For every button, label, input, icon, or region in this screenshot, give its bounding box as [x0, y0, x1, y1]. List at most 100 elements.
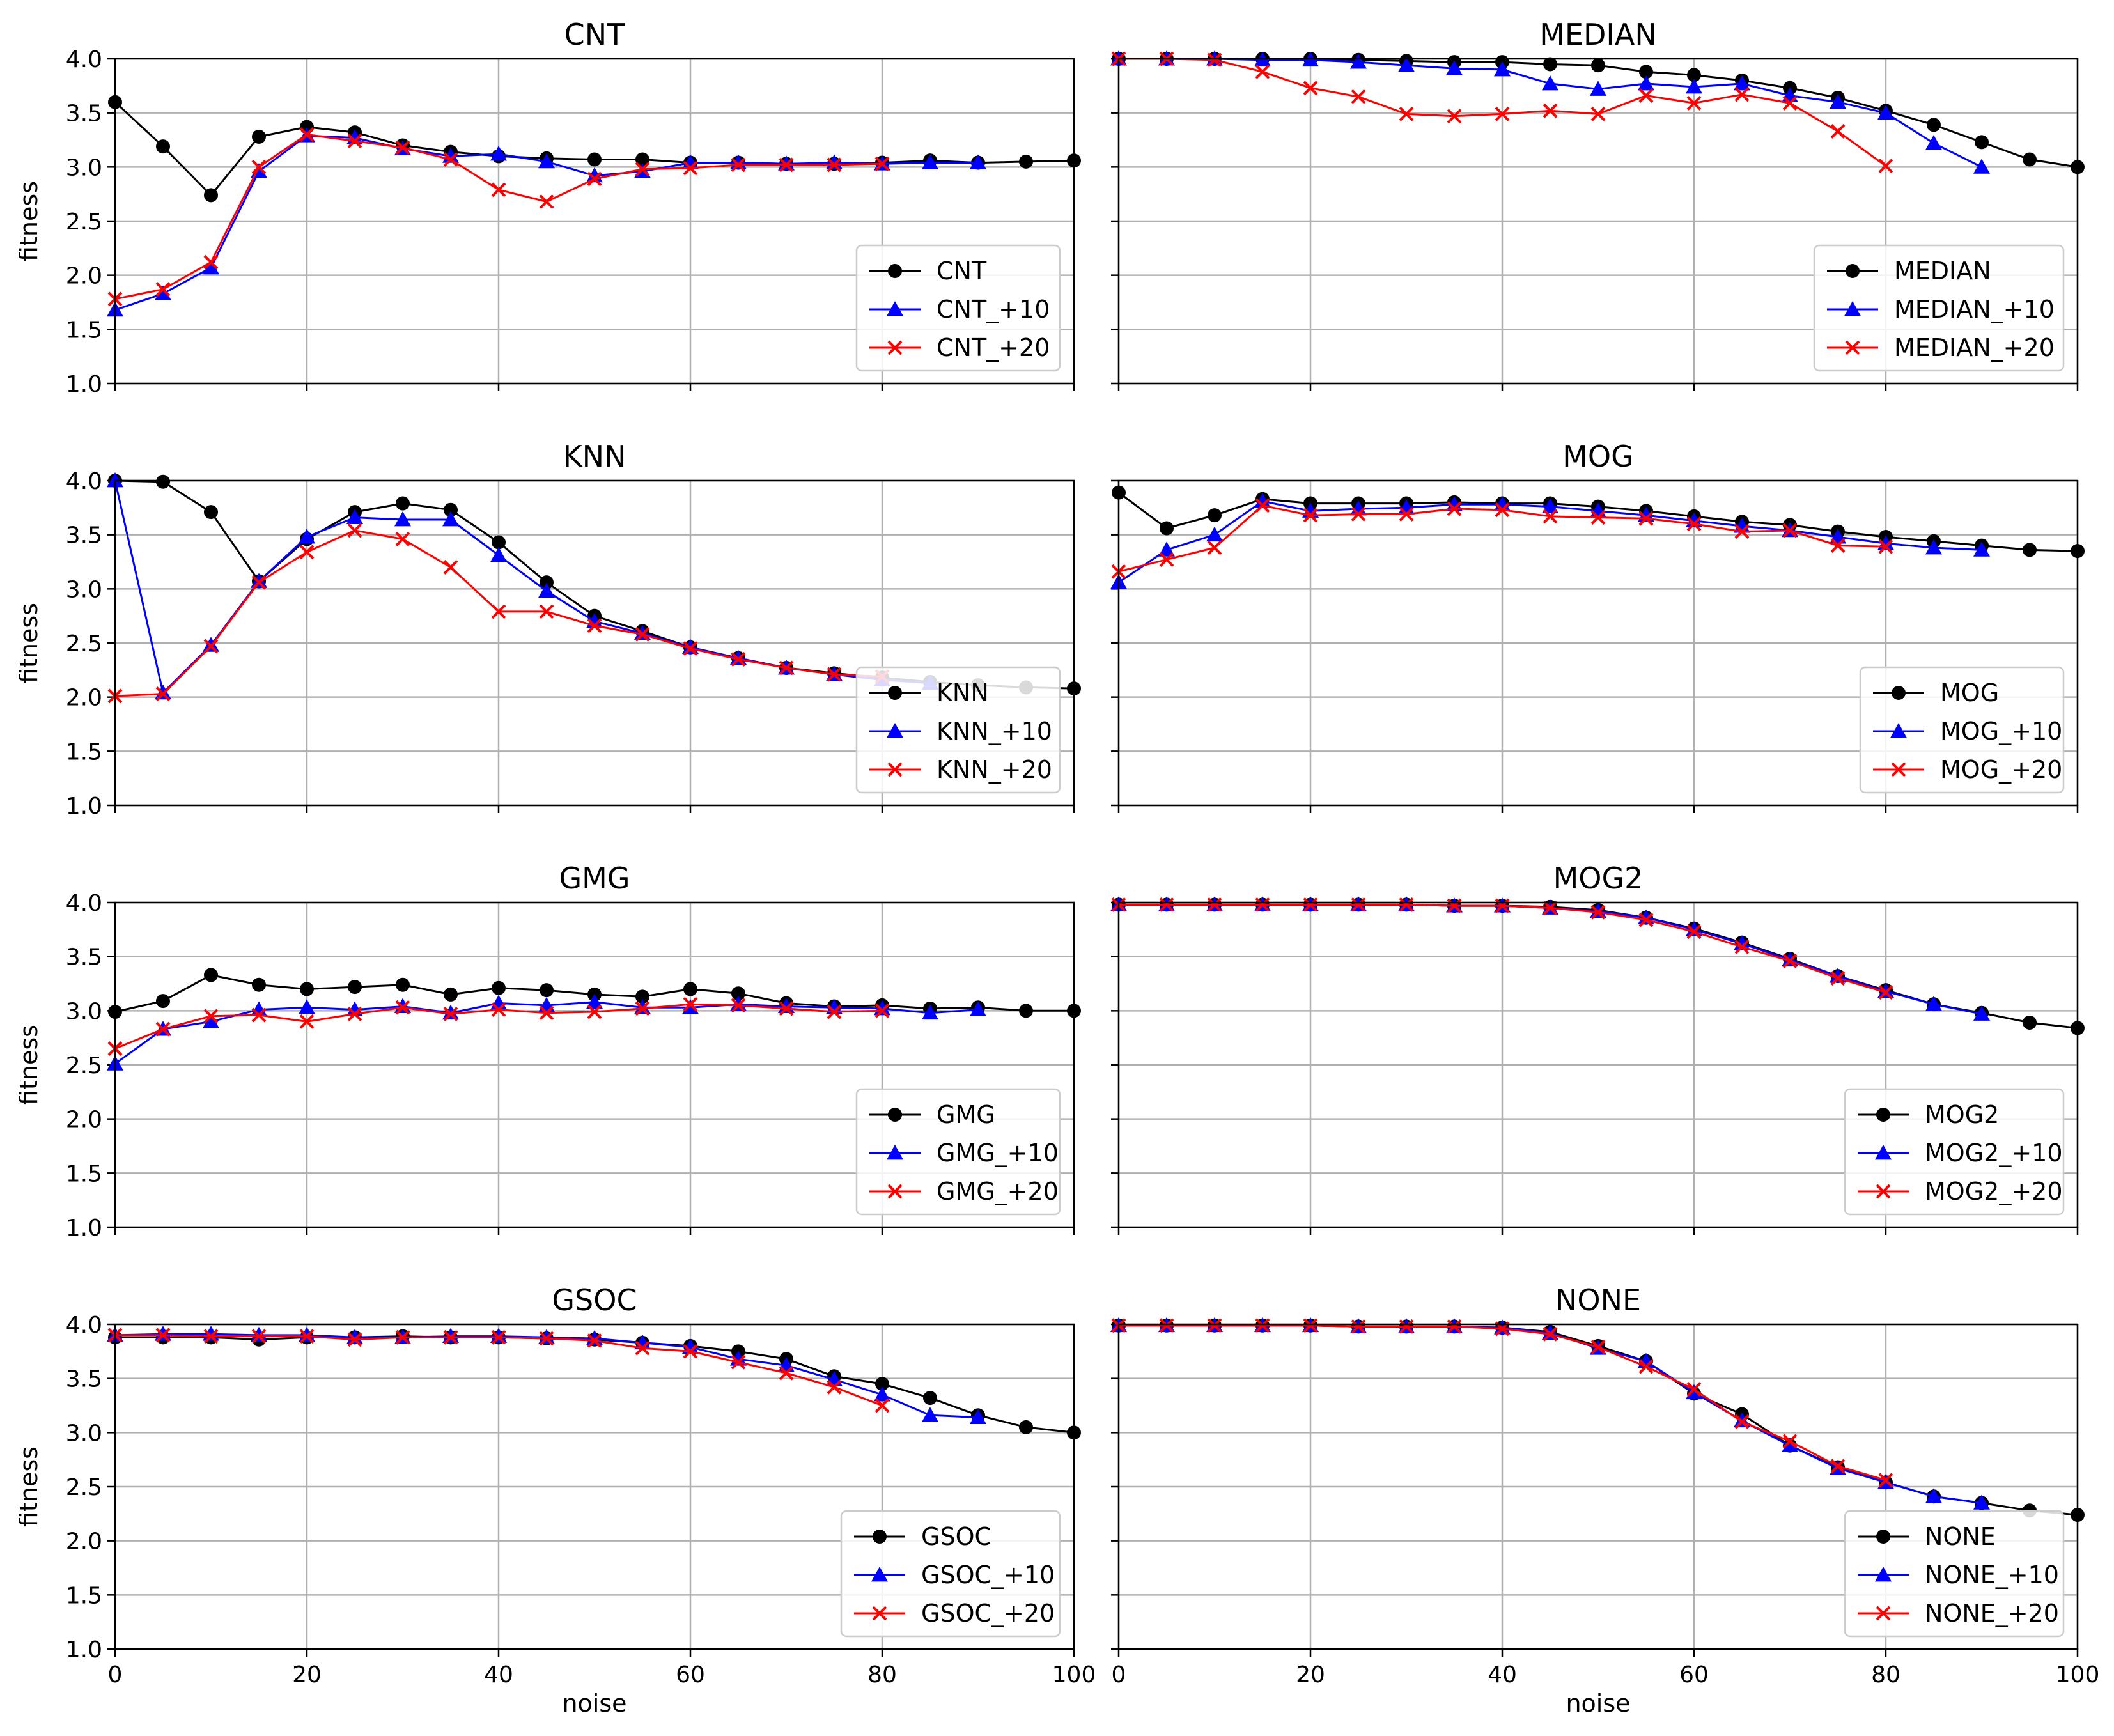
- series-CNT_+20: [107, 127, 890, 307]
- legend-label: GSOC: [921, 1523, 991, 1551]
- data-point: [1638, 511, 1654, 526]
- legend-box: [855, 244, 1061, 372]
- data-point: [1255, 498, 1270, 513]
- data-point: [299, 999, 315, 1014]
- legend-marker: [1876, 1108, 1890, 1122]
- data-point: [2023, 152, 2037, 167]
- x-tick-label: 60: [1679, 1662, 1709, 1688]
- data-point: [1159, 897, 1174, 912]
- data-point: [1351, 1319, 1366, 1334]
- data-point: [539, 1331, 554, 1346]
- data-point: [1542, 75, 1558, 91]
- data-point: [779, 1365, 794, 1381]
- legend-label: MOG2: [1925, 1101, 1999, 1129]
- series-CNT: [108, 95, 1081, 203]
- data-point: [635, 989, 649, 1004]
- data-point: [1925, 135, 1942, 150]
- legend-marker: [1876, 1530, 1890, 1544]
- panel-title: NONE: [1555, 1283, 1641, 1317]
- x-tick-label: 80: [867, 1662, 897, 1688]
- data-point: [490, 146, 507, 161]
- data-point: [300, 982, 314, 996]
- data-point: [444, 502, 458, 517]
- data-point: [1254, 493, 1271, 508]
- y-tick-label: 2.5: [66, 1475, 102, 1501]
- y-axis-label: fitness: [15, 1025, 43, 1105]
- data-point: [539, 1005, 554, 1021]
- data-point: [348, 980, 362, 995]
- data-point: [1159, 552, 1174, 568]
- y-tick-label: 1.0: [66, 793, 102, 819]
- data-point: [299, 1329, 315, 1344]
- data-point: [1255, 64, 1270, 79]
- legend-marker: [1844, 301, 1861, 316]
- data-point: [203, 1329, 219, 1344]
- data-point: [970, 154, 986, 169]
- data-point: [299, 1014, 315, 1029]
- data-point: [442, 1004, 459, 1020]
- data-point: [587, 1004, 602, 1019]
- y-tick-label: 4.0: [66, 469, 102, 495]
- series-GMG_+20: [107, 996, 890, 1057]
- legend-label: MEDIAN_+20: [1894, 334, 2055, 362]
- data-point: [1495, 898, 1510, 913]
- data-point: [252, 977, 266, 992]
- y-tick-label: 3.0: [66, 998, 102, 1025]
- panel-mog2: MOG2 MOG2 MOG2_+10 MOG2_+20: [1110, 861, 2085, 1235]
- panel-gsoc: 1.0 1.5 2.0 2.5 3.0 3.5 4.0 0 20 40 60 80 100 noise fi…: [15, 1283, 1096, 1717]
- data-point: [827, 667, 842, 682]
- data-point: [1782, 96, 1798, 111]
- data-point: [778, 155, 795, 171]
- data-point: [1590, 81, 1606, 96]
- data-point: [682, 999, 699, 1014]
- legend-marker: [1891, 762, 1906, 777]
- legend-label: NONE_+20: [1925, 1599, 2059, 1627]
- data-point: [587, 171, 602, 187]
- data-point: [1207, 540, 1222, 555]
- legend-label: CNT_+10: [937, 295, 1050, 323]
- data-point: [107, 472, 123, 488]
- data-point: [1447, 109, 1462, 124]
- y-tick-label: 2.0: [66, 685, 102, 711]
- y-tick-label: 4.0: [66, 890, 102, 917]
- panel-knn: 1.0 1.5 2.0 2.5 3.0 3.5 4.0 fitness KNN KNN KNN_+1…: [15, 439, 1081, 819]
- data-point: [1351, 897, 1366, 912]
- data-point: [1543, 1326, 1558, 1342]
- data-point: [1927, 118, 1941, 132]
- plot-frame: [1117, 1323, 2079, 1650]
- data-point: [492, 980, 506, 995]
- legend-box: [1859, 666, 2065, 794]
- data-point: [203, 639, 219, 654]
- legend-label: CNT_+20: [937, 334, 1050, 362]
- data-point: [299, 529, 315, 544]
- data-point: [395, 1329, 410, 1345]
- panel-mog: MOG MOG MOG_+10 MOG_+20: [1110, 439, 2085, 813]
- x-tick-label: 80: [1871, 1662, 1900, 1688]
- data-point: [1782, 1437, 1798, 1453]
- data-point: [827, 1004, 842, 1019]
- data-point: [1206, 526, 1223, 542]
- legend-marker: [1876, 1606, 1891, 1621]
- data-point: [731, 651, 746, 667]
- plot-frame: [114, 479, 1075, 807]
- x-tick-label: 20: [1296, 1662, 1325, 1688]
- data-point: [1973, 1005, 1990, 1021]
- data-point: [251, 575, 267, 590]
- panel-title: MOG2: [1553, 861, 1644, 895]
- data-point: [538, 1329, 555, 1344]
- legend-label: MOG_+20: [1940, 756, 2062, 784]
- series-GSOC_+20: [107, 1328, 890, 1413]
- data-point: [1447, 1319, 1462, 1334]
- data-point: [395, 140, 410, 155]
- data-point: [538, 582, 555, 598]
- data-point: [539, 604, 554, 619]
- data-point: [731, 1354, 746, 1370]
- data-point: [683, 641, 698, 656]
- y-tick-label: 2.5: [66, 209, 102, 235]
- legend-marker: [1892, 686, 1906, 700]
- y-tick-label: 1.0: [66, 371, 102, 398]
- data-point: [1878, 539, 1893, 554]
- data-point: [347, 523, 362, 538]
- data-point: [1350, 54, 1367, 69]
